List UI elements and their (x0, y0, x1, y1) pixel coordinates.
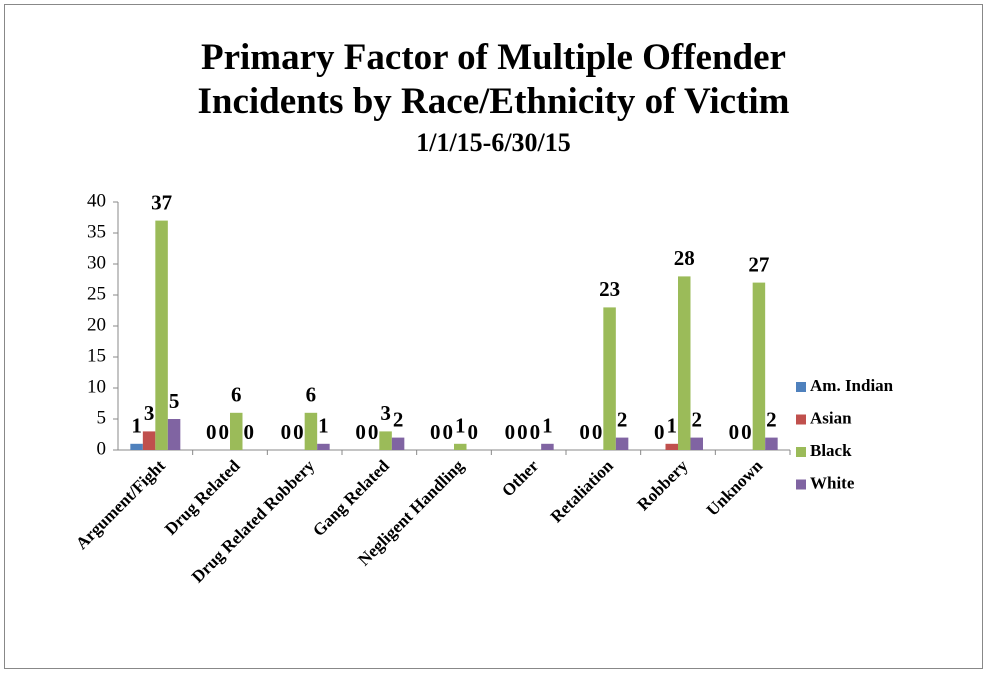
x-tick-label: Robbery (633, 456, 692, 515)
bar (230, 412, 243, 450)
bar (690, 437, 703, 450)
y-tick-label: 15 (87, 345, 106, 366)
bar (391, 437, 405, 450)
chart-title: Primary Factor of Multiple Offender Inci… (197, 37, 790, 122)
y-tick-label: 40 (87, 190, 106, 211)
data-label: 0 (355, 420, 366, 444)
bar (678, 276, 691, 450)
data-label: 37 (151, 190, 172, 214)
y-tick-label: 20 (87, 314, 106, 335)
y-tick-label: 0 (97, 438, 107, 459)
x-tick-label: Unknown (703, 456, 767, 520)
y-tick-label: 10 (87, 376, 106, 397)
data-label: 0 (741, 420, 752, 444)
data-label: 23 (599, 277, 620, 301)
data-label: 3 (380, 401, 391, 425)
bar (130, 443, 143, 450)
data-label: 2 (393, 407, 404, 431)
data-label: 1 (542, 414, 553, 438)
data-label: 0 (468, 420, 479, 444)
data-label: 1 (131, 414, 142, 438)
bar (155, 220, 168, 450)
x-tick-label: Argument/Fight (72, 456, 169, 553)
data-label: 0 (592, 420, 603, 444)
data-label: 0 (505, 420, 516, 444)
legend-label: Black (810, 441, 852, 460)
x-tick-label: Retaliation (547, 456, 618, 527)
data-label: 6 (231, 383, 242, 407)
bar (304, 412, 318, 450)
y-tick-label: 35 (87, 221, 106, 242)
data-label: 0 (206, 420, 217, 444)
chart-border (4, 4, 983, 669)
data-label: 0 (654, 420, 665, 444)
bar (615, 437, 629, 450)
data-label: 0 (430, 420, 441, 444)
bar (765, 437, 778, 450)
x-tick-label: Drug Related (161, 456, 244, 539)
data-label: 0 (281, 420, 292, 444)
bar (541, 443, 554, 450)
data-label: 0 (530, 420, 541, 444)
data-label: 0 (244, 420, 255, 444)
x-tick-label: Other (498, 456, 542, 500)
y-tick-label: 30 (87, 252, 106, 273)
bar (665, 443, 678, 450)
bar (454, 443, 467, 450)
data-label: 0 (729, 420, 740, 444)
data-label: 1 (455, 414, 466, 438)
data-label: 0 (517, 420, 528, 444)
bar (167, 419, 181, 450)
data-label: 0 (219, 420, 230, 444)
bar (603, 307, 616, 450)
y-tick-label: 5 (97, 407, 107, 428)
data-label: 1 (318, 414, 329, 438)
data-label: 0 (579, 420, 590, 444)
legend-swatch (796, 414, 806, 425)
legend-label: Asian (810, 408, 852, 427)
data-label: 2 (766, 407, 777, 431)
data-label: 6 (306, 383, 317, 407)
data-label: 27 (748, 252, 769, 276)
y-tick-label: 25 (87, 283, 106, 304)
data-label: 2 (692, 407, 703, 431)
legend-swatch (796, 382, 806, 392)
data-label: 28 (674, 246, 695, 270)
data-label: 3 (144, 401, 155, 425)
legend-swatch (796, 447, 806, 457)
chart-subtitle: 1/1/15-6/30/15 (416, 128, 571, 157)
legend-label: Am. Indian (810, 376, 894, 395)
data-label: 5 (169, 389, 180, 413)
data-label: 0 (293, 420, 304, 444)
bar (142, 431, 156, 450)
data-label: 0 (368, 420, 379, 444)
data-label: 1 (667, 414, 678, 438)
data-label: 0 (443, 420, 454, 444)
legend-swatch (796, 479, 806, 490)
legend-label: White (810, 473, 855, 492)
bar (752, 282, 766, 450)
x-tick-label: Drug Related Robbery (188, 456, 319, 587)
bar (317, 443, 330, 450)
data-label: 2 (617, 407, 628, 431)
bar (379, 431, 392, 450)
x-tick-label: Gang Related (309, 456, 393, 540)
